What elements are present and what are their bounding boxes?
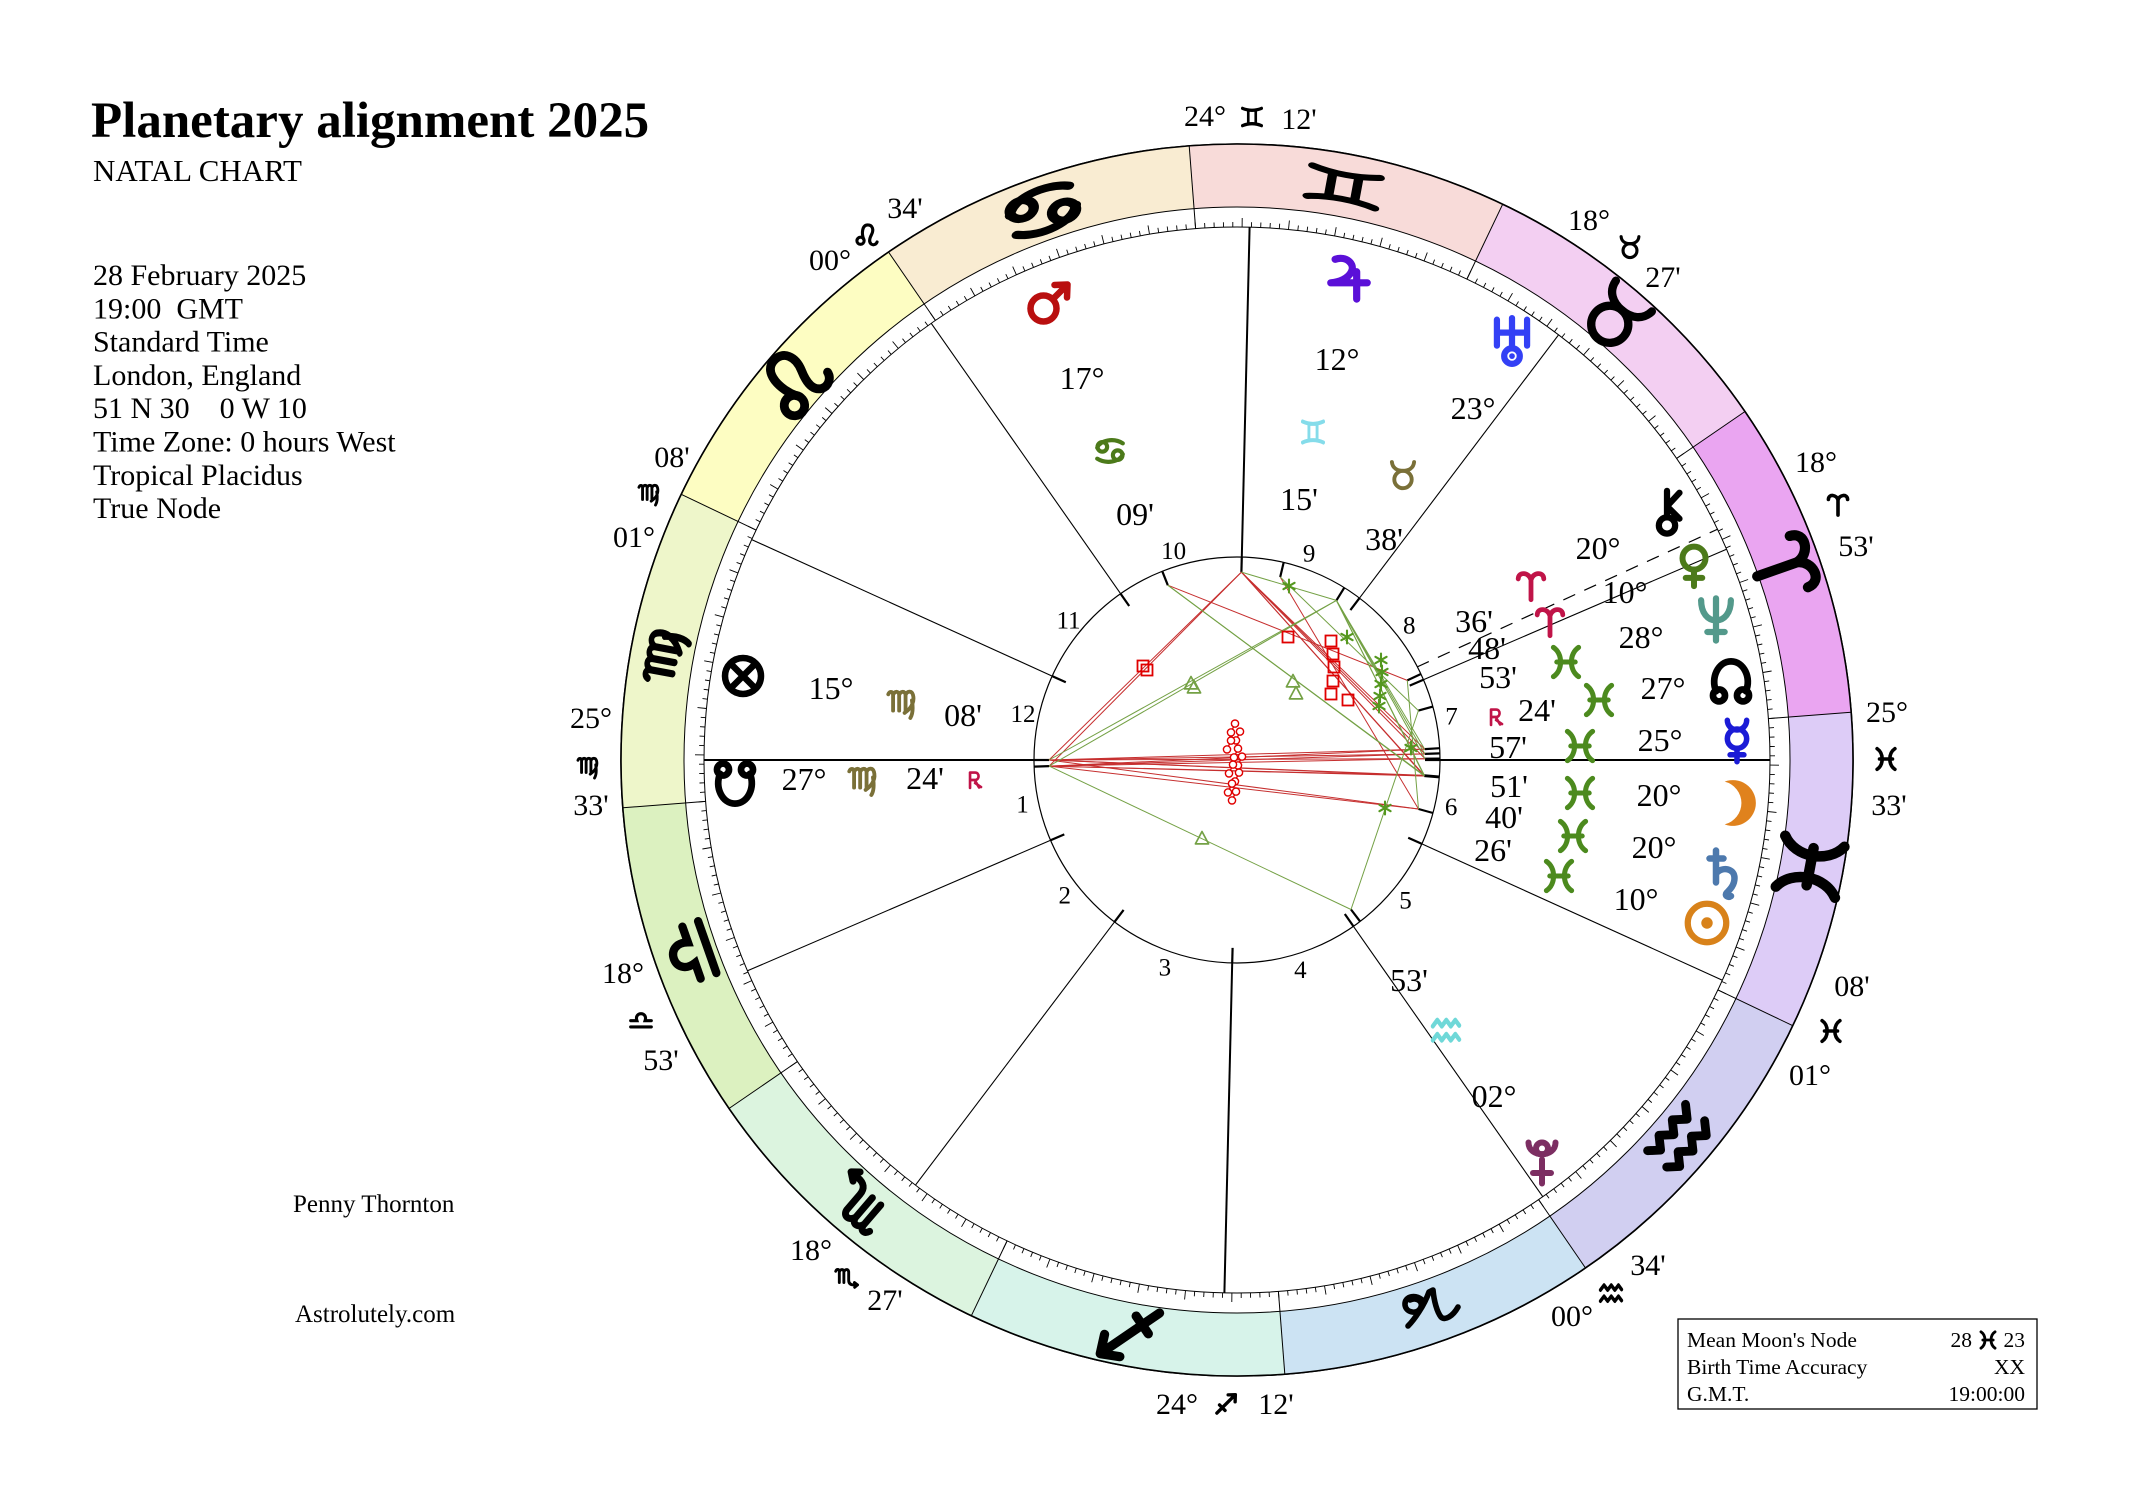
svg-text:True Node: True Node xyxy=(93,492,221,525)
svg-text:25°: 25° xyxy=(1638,722,1683,758)
svg-text:24°: 24° xyxy=(1184,100,1226,133)
svg-text:53': 53' xyxy=(1390,962,1428,998)
svg-text:18°: 18° xyxy=(1795,446,1837,479)
svg-text:12: 12 xyxy=(1011,701,1036,728)
svg-text:12°: 12° xyxy=(1315,341,1360,377)
svg-text:8: 8 xyxy=(1403,612,1416,639)
svg-text:London, England: London, England xyxy=(93,359,301,392)
svg-text:09': 09' xyxy=(1116,496,1154,532)
svg-text:27°: 27° xyxy=(782,761,827,797)
svg-text:7: 7 xyxy=(1445,703,1458,730)
svg-text:Tropical Placidus: Tropical Placidus xyxy=(93,459,303,492)
svg-text:25°: 25° xyxy=(570,702,612,735)
svg-text:53': 53' xyxy=(643,1044,678,1077)
svg-text:53': 53' xyxy=(1838,530,1873,563)
svg-text:33': 33' xyxy=(573,789,608,822)
svg-text:G.M.T.: G.M.T. xyxy=(1687,1382,1749,1406)
svg-text:38': 38' xyxy=(1365,521,1403,557)
svg-text:1: 1 xyxy=(1016,792,1029,819)
svg-text:40': 40' xyxy=(1485,799,1523,835)
svg-text:27': 27' xyxy=(1645,261,1680,294)
svg-text:9: 9 xyxy=(1303,541,1316,568)
svg-text:27': 27' xyxy=(867,1284,902,1317)
svg-text:27°: 27° xyxy=(1641,670,1686,706)
svg-text:51 N 30 0 W 10: 51 N 30 0 W 10 xyxy=(93,392,307,425)
svg-text:NATAL CHART: NATAL CHART xyxy=(93,153,302,188)
svg-text:10: 10 xyxy=(1161,538,1186,565)
svg-text:24': 24' xyxy=(906,760,944,796)
svg-text:33': 33' xyxy=(1871,789,1906,822)
svg-text:20°: 20° xyxy=(1576,530,1621,566)
svg-text:Birth Time Accuracy: Birth Time Accuracy xyxy=(1687,1355,1868,1379)
svg-text:10°: 10° xyxy=(1603,574,1648,610)
svg-text:20°: 20° xyxy=(1637,777,1682,813)
svg-text:01°: 01° xyxy=(1789,1059,1831,1092)
svg-text:53': 53' xyxy=(1479,659,1517,695)
svg-text:28°: 28° xyxy=(1619,619,1664,655)
svg-text:08': 08' xyxy=(1834,970,1869,1003)
svg-text:4: 4 xyxy=(1294,957,1307,984)
svg-text:34': 34' xyxy=(1630,1249,1665,1282)
svg-text:23: 23 xyxy=(2004,1328,2026,1352)
svg-text:34': 34' xyxy=(887,192,922,225)
svg-text:2: 2 xyxy=(1058,883,1071,910)
svg-text:15': 15' xyxy=(1280,481,1318,517)
svg-text:Astrolutely.com: Astrolutely.com xyxy=(295,1301,456,1328)
svg-text:12': 12' xyxy=(1281,103,1316,136)
svg-text:20°: 20° xyxy=(1632,829,1677,865)
svg-text:10°: 10° xyxy=(1614,881,1659,917)
svg-text:12': 12' xyxy=(1258,1388,1293,1421)
svg-text:08': 08' xyxy=(654,441,689,474)
svg-text:15°: 15° xyxy=(809,670,854,706)
svg-text:XX: XX xyxy=(1994,1355,2026,1379)
svg-text:00°: 00° xyxy=(1551,1300,1593,1333)
svg-text:28 February 2025: 28 February 2025 xyxy=(93,259,306,292)
svg-text:24°: 24° xyxy=(1156,1388,1198,1421)
svg-text:6: 6 xyxy=(1445,794,1458,821)
svg-text:23°: 23° xyxy=(1451,390,1496,426)
svg-text:Planetary alignment 2025: Planetary alignment 2025 xyxy=(91,93,649,149)
svg-text:11: 11 xyxy=(1056,608,1080,635)
svg-text:Mean Moon's Node: Mean Moon's Node xyxy=(1687,1328,1857,1352)
svg-text:08': 08' xyxy=(944,697,982,733)
svg-text:Standard Time: Standard Time xyxy=(93,326,269,359)
svg-text:48': 48' xyxy=(1468,630,1506,666)
svg-text:24': 24' xyxy=(1518,692,1556,728)
svg-text:19:00 GMT: 19:00 GMT xyxy=(93,292,243,325)
svg-text:57': 57' xyxy=(1489,729,1527,765)
svg-text:36': 36' xyxy=(1455,603,1493,639)
svg-text:Penny Thornton: Penny Thornton xyxy=(293,1191,455,1218)
svg-text:25°: 25° xyxy=(1866,696,1908,729)
svg-text:01°: 01° xyxy=(613,521,655,554)
svg-text:26': 26' xyxy=(1474,832,1512,868)
svg-text:17°: 17° xyxy=(1060,360,1105,396)
svg-text:3: 3 xyxy=(1159,954,1172,981)
svg-text:19:00:00: 19:00:00 xyxy=(1949,1382,2025,1406)
svg-text:18°: 18° xyxy=(790,1234,832,1267)
svg-text:28: 28 xyxy=(1951,1328,1973,1352)
svg-text:18°: 18° xyxy=(1568,204,1610,237)
svg-text:Time Zone: 0 hours West: Time Zone: 0 hours West xyxy=(93,426,396,459)
svg-text:00°: 00° xyxy=(809,244,851,277)
svg-text:5: 5 xyxy=(1399,887,1412,914)
svg-text:18°: 18° xyxy=(602,957,644,990)
svg-text:51': 51' xyxy=(1490,768,1528,804)
svg-text:02°: 02° xyxy=(1472,1078,1517,1114)
